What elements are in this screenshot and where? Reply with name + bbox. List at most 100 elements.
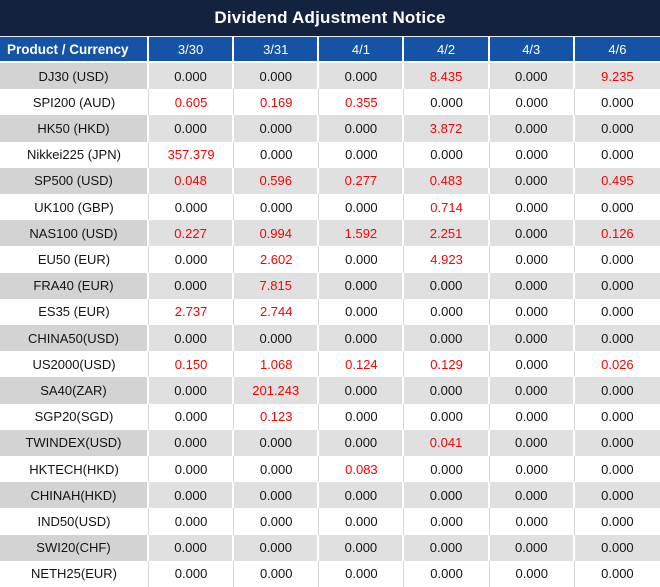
dividend-value: 0.124 [319,351,405,378]
dividend-value: 0.000 [234,534,320,561]
table-row: UK100 (GBP) 0.000 0.000 0.000 0.714 0.000 0.00… [0,194,660,221]
dividend-value: 0.000 [489,456,575,483]
table-row: CHINA50(USD) 0.000 0.000 0.000 0.000 0.000 0.0… [0,325,660,352]
dividend-value: 0.000 [489,508,575,535]
dividend-value: 0.000 [149,377,235,404]
dividend-value: 0.000 [489,482,575,509]
page-title: Dividend Adjustment Notice [214,8,446,27]
dividend-value: 7.815 [234,272,320,299]
dividend-value: 0.126 [574,220,660,247]
dividend-value: 0.000 [404,298,490,326]
dividend-value: 0.000 [574,141,660,168]
dividend-value: 0.355 [319,89,405,116]
table-row: FRA40 (EUR) 0.000 7.815 0.000 0.000 0.000 0.00… [0,272,660,299]
dividend-value: 0.000 [149,560,235,587]
dividend-value: 8.435 [404,63,490,90]
dividend-value: 0.605 [149,89,235,116]
dividend-value: 0.000 [149,403,235,430]
dividend-value: 0.000 [574,560,660,587]
dividend-value: 0.000 [319,429,405,457]
table-row: NETH25(EUR) 0.000 0.000 0.000 0.000 0.000 0.00… [0,560,660,587]
dividend-value: 0.000 [319,115,405,142]
dividend-value: 0.000 [149,246,235,273]
table-row: EU50 (EUR) 0.000 2.602 0.000 4.923 0.000 0.000 [0,246,660,273]
dividend-value: 9.235 [574,63,660,90]
dividend-value: 0.000 [574,325,660,352]
dividend-value: 0.129 [404,351,490,378]
column-header-date-4: 4/2 [404,37,490,61]
product-name: US2000(USD) [0,351,149,378]
table-row: IND50(USD) 0.000 0.000 0.000 0.000 0.000 0.000 [0,508,660,535]
table-row: SP500 (USD) 0.048 0.596 0.277 0.483 0.000 0.49… [0,167,660,195]
dividend-value: 0.000 [489,429,575,457]
dividend-value: 0.000 [489,141,575,168]
dividend-value: 0.000 [489,167,575,195]
table-row: US2000(USD) 0.150 1.068 0.124 0.129 0.000 0.02… [0,351,660,378]
dividend-value: 0.000 [574,115,660,142]
dividend-value: 0.000 [149,456,235,483]
dividend-value: 0.000 [319,246,405,273]
dividend-value: 0.994 [234,220,320,247]
dividend-value: 0.000 [234,325,320,352]
dividend-value: 0.000 [319,298,405,326]
table-header-row: Product / Currency 3/30 3/31 4/1 4/2 4/3… [0,37,660,63]
dividend-value: 0.000 [574,246,660,273]
dividend-value: 0.000 [234,560,320,587]
dividend-value: 0.000 [489,325,575,352]
product-name: SGP20(SGD) [0,403,149,430]
product-name: NETH25(EUR) [0,560,149,587]
dividend-value: 0.000 [404,325,490,352]
table-row: TWINDEX(USD) 0.000 0.000 0.000 0.041 0.000 0.0… [0,429,660,457]
column-header-date-5: 4/3 [490,37,575,61]
dividend-value: 0.000 [319,141,405,168]
table-row: ES35 (EUR) 2.737 2.744 0.000 0.000 0.000 0.000 [0,298,660,326]
dividend-value: 0.000 [574,377,660,404]
dividend-value: 0.000 [149,272,235,299]
product-name: CHINAH(HKD) [0,482,149,509]
table-row: HKTECH(HKD) 0.000 0.000 0.083 0.000 0.000 0.00… [0,456,660,483]
dividend-value: 0.000 [404,89,490,116]
column-header-product-currency: Product / Currency [0,37,149,61]
dividend-value: 0.000 [574,298,660,326]
product-name: DJ30 (USD) [0,63,149,90]
table-row: SPI200 (AUD) 0.605 0.169 0.355 0.000 0.000 0.0… [0,89,660,116]
table-row: HK50 (HKD) 0.000 0.000 0.000 3.872 0.000 0.000 [0,115,660,142]
table-row: NAS100 (USD) 0.227 0.994 1.592 2.251 0.000 0.1… [0,220,660,247]
dividend-value: 0.000 [574,89,660,116]
dividend-value: 0.000 [574,194,660,221]
dividend-value: 0.000 [404,141,490,168]
dividend-value: 357.379 [149,141,235,168]
dividend-value: 0.000 [489,298,575,326]
dividend-value: 0.000 [489,403,575,430]
dividend-value: 2.737 [149,298,235,326]
product-name: SP500 (USD) [0,167,149,195]
dividend-value: 0.000 [574,456,660,483]
dividend-value: 0.000 [234,508,320,535]
dividend-value: 0.000 [404,377,490,404]
product-name: Nikkei225 (JPN) [0,141,149,168]
dividend-value: 0.000 [319,194,405,221]
dividend-value: 0.041 [404,429,490,457]
dividend-value: 0.000 [404,272,490,299]
dividend-value: 0.000 [149,325,235,352]
dividend-value: 2.744 [234,298,320,326]
dividend-value: 0.000 [319,325,405,352]
column-header-date-1: 3/30 [149,37,235,61]
dividend-value: 0.169 [234,89,320,116]
dividend-value: 0.000 [234,456,320,483]
dividend-value: 0.026 [574,351,660,378]
product-name: HK50 (HKD) [0,115,149,142]
dividend-value: 0.000 [489,194,575,221]
dividend-value: 1.068 [234,351,320,378]
table-body: DJ30 (USD) 0.000 0.000 0.000 8.435 0.000 9.235… [0,63,660,587]
dividend-value: 0.000 [319,508,405,535]
column-header-date-2: 3/31 [234,37,320,61]
dividend-value: 0.000 [234,482,320,509]
product-name: NAS100 (USD) [0,220,149,247]
dividend-value: 0.000 [574,272,660,299]
product-name: CHINA50(USD) [0,325,149,352]
dividend-value: 0.000 [489,534,575,561]
column-header-date-3: 4/1 [319,37,405,61]
dividend-value: 0.000 [319,377,405,404]
product-name: SWI20(CHF) [0,534,149,561]
